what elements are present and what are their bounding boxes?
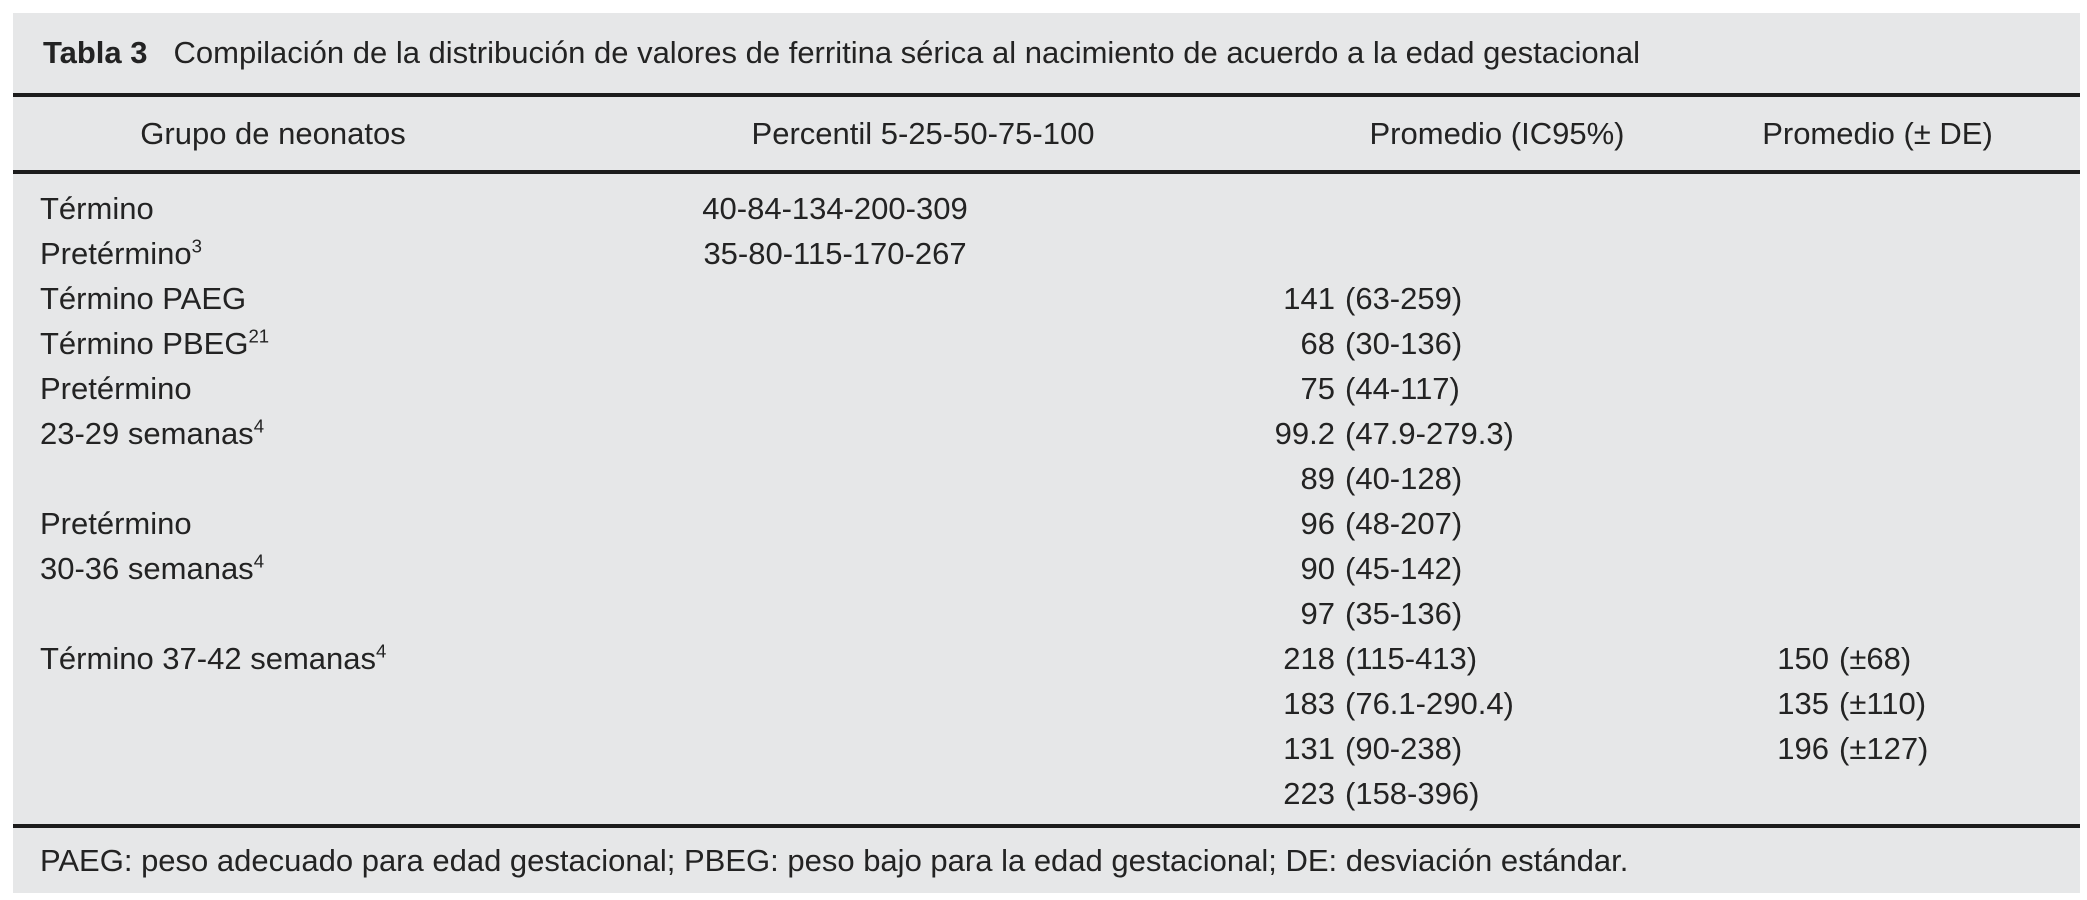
de-mean-value: 150 (1777, 640, 1829, 676)
ic95-range: (44-117) (1345, 370, 1460, 406)
ic95-range: (90-238) (1345, 730, 1463, 766)
cell-promedio-ic95: 223 (158-396) (1233, 775, 1761, 812)
table-title: Compilación de la distribución de valore… (173, 35, 1640, 71)
column-header-promedio-de: Promedio (± DE) (1762, 115, 1993, 151)
table-row: 30-36 semanas4 90 (45-142) (13, 546, 2080, 591)
table-body: Término 40-84-134-200-309 Pretérmino3 35-80… (13, 174, 2080, 824)
cell-promedio-ic95: 218 (115-413) (1233, 640, 1761, 677)
ic95-range: (76.1-290.4) (1345, 685, 1514, 721)
de-range: (±68) (1839, 640, 1912, 676)
ic95-mean-value: 183 (1283, 685, 1335, 721)
de-mean-value: 135 (1777, 685, 1829, 721)
ic95-range: (63-259) (1345, 280, 1463, 316)
table-row: 97 (35-136) (13, 591, 2080, 636)
table-row: Término PAEG 141 (63-259) (13, 276, 2080, 321)
ic95-mean-value: 223 (1283, 775, 1335, 811)
cell-promedio-ic95: 75 (44-117) (1233, 370, 1761, 407)
table-row: 89 (40-128) (13, 456, 2080, 501)
ic95-range: (35-136) (1345, 595, 1463, 631)
reference-superscript: 3 (191, 235, 202, 257)
column-header-percentil: Percentil 5-25-50-75-100 (751, 115, 1095, 151)
ic95-range: (158-396) (1345, 775, 1480, 811)
cell-promedio-de: 135 (±110) (1761, 685, 2080, 722)
table-row: 23-29 semanas4 99.2 (47.9-279.3) (13, 411, 2080, 456)
table-row: Término PBEG21 68 (30-136) (13, 321, 2080, 366)
cell-promedio-de: 196 (±127) (1761, 730, 2080, 767)
table-row: Pretérmino 75 (44-117) (13, 366, 2080, 411)
ic95-mean-value: 68 (1300, 325, 1335, 361)
cell-promedio-ic95: 96 (48-207) (1233, 505, 1761, 542)
ic95-range: (48-207) (1345, 505, 1463, 541)
ic95-mean-value: 96 (1300, 505, 1335, 541)
cell-grupo: 30-36 semanas4 (40, 550, 265, 586)
cell-grupo: Término (40, 190, 154, 226)
rule-above-footnote (13, 824, 2080, 828)
de-range: (±110) (1839, 685, 1927, 721)
column-header-grupo: Grupo de neonatos (140, 115, 406, 151)
table-row: Pretérmino 96 (48-207) (13, 501, 2080, 546)
cell-grupo: Término 37-42 semanas4 (40, 640, 387, 676)
cell-percentil: 40-84-134-200-309 (702, 190, 968, 226)
rule-under-header (13, 170, 2080, 174)
ic95-range: (40-128) (1345, 460, 1463, 496)
cell-promedio-de: 150 (±68) (1761, 640, 2080, 677)
cell-grupo: Pretérmino3 (40, 235, 202, 271)
table-footnote: PAEG: peso adecuado para edad gestaciona… (40, 842, 1629, 878)
cell-promedio-ic95: 131 (90-238) (1233, 730, 1761, 767)
cell-promedio-ic95: 183 (76.1-290.4) (1233, 685, 1761, 722)
ic95-range: (115-413) (1345, 640, 1478, 676)
table-row: 223 (158-396) (13, 771, 2080, 816)
cell-promedio-ic95: 68 (30-136) (1233, 325, 1761, 362)
cell-promedio-ic95: 97 (35-136) (1233, 595, 1761, 632)
cell-grupo: Pretérmino (40, 505, 192, 541)
ic95-mean-value: 141 (1283, 280, 1335, 316)
cell-percentil: 35-80-115-170-267 (703, 235, 967, 271)
reference-superscript: 4 (376, 640, 387, 662)
ic95-mean-value: 90 (1300, 550, 1335, 586)
cell-grupo: 23-29 semanas4 (40, 415, 265, 451)
cell-grupo: Término PBEG21 (40, 325, 270, 361)
ic95-mean-value: 97 (1300, 595, 1335, 631)
ic95-range: (45-142) (1345, 550, 1463, 586)
cell-promedio-ic95: 99.2 (47.9-279.3) (1233, 415, 1761, 452)
table-card: Tabla 3 Compilación de la distribución d… (13, 13, 2080, 893)
ic95-mean-value: 75 (1300, 370, 1335, 406)
ic95-mean-value: 218 (1283, 640, 1335, 676)
cell-promedio-ic95: 89 (40-128) (1233, 460, 1761, 497)
cell-promedio-ic95: 141 (63-259) (1233, 280, 1761, 317)
ic95-range: (30-136) (1345, 325, 1463, 361)
table-label: Tabla 3 (43, 35, 148, 71)
ic95-mean-value: 131 (1283, 730, 1335, 766)
de-range: (±127) (1839, 730, 1929, 766)
ic95-mean-value: 99.2 (1274, 415, 1335, 451)
reference-superscript: 21 (248, 325, 270, 347)
reference-superscript: 4 (253, 550, 265, 572)
reference-superscript: 4 (253, 415, 265, 437)
ic95-range: (47.9-279.3) (1345, 415, 1514, 451)
cell-promedio-ic95: 90 (45-142) (1233, 550, 1761, 587)
rule-under-title (13, 93, 2080, 97)
table-title-row: Tabla 3 Compilación de la distribución d… (13, 13, 2080, 93)
table-row: Pretérmino3 35-80-115-170-267 (13, 231, 2080, 276)
table-row: 183 (76.1-290.4) 135 (±110) (13, 681, 2080, 726)
table-row: 131 (90-238) 196 (±127) (13, 726, 2080, 771)
table-row: Término 40-84-134-200-309 (13, 186, 2080, 231)
cell-grupo: Término PAEG (40, 280, 247, 316)
column-header-promedio-ic95: Promedio (IC95%) (1369, 115, 1625, 151)
cell-grupo: Pretérmino (40, 370, 192, 406)
table-header-row: Grupo de neonatos Percentil 5-25-50-75-1… (13, 97, 2080, 170)
de-mean-value: 196 (1777, 730, 1829, 766)
ic95-mean-value: 89 (1300, 460, 1335, 496)
table-row: Término 37-42 semanas4 218 (115-413) 150 (±6… (13, 636, 2080, 681)
